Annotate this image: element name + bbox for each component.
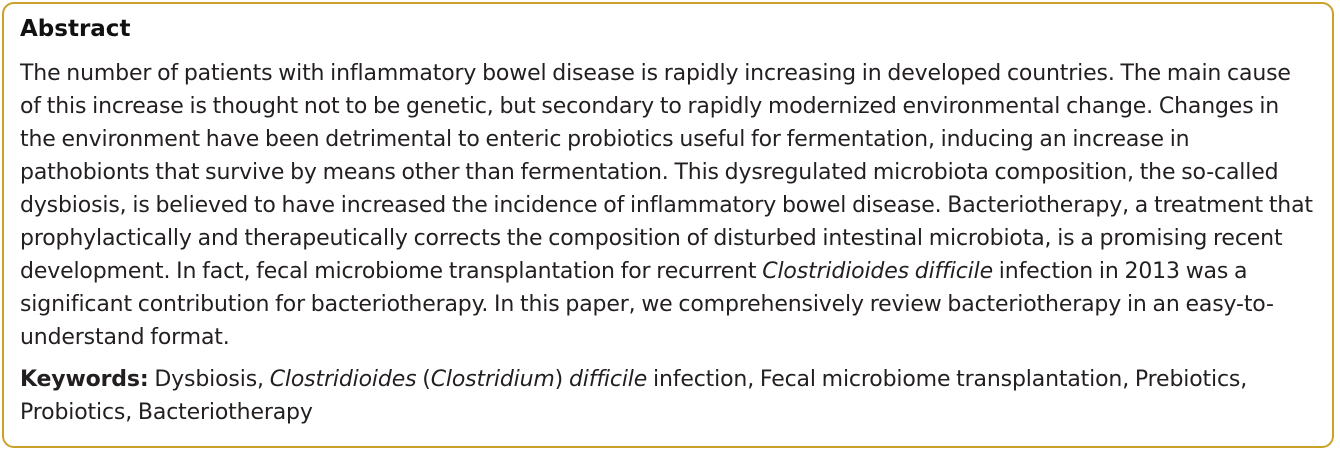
abstract-body: The number of patients with inflammatory… xyxy=(20,57,1316,354)
keywords-line: Keywords: Dysbiosis, Clostridioides (Clo… xyxy=(20,363,1316,429)
keywords-text-part2: ( xyxy=(416,367,431,392)
keywords-label: Keywords: xyxy=(20,367,149,392)
abstract-text-part2: infection in 2013 was a significant cont… xyxy=(20,259,1274,350)
keywords-italic-species: difficile xyxy=(568,367,648,392)
keywords-text-part1: Dysbiosis, xyxy=(148,367,270,392)
keywords-italic-old-genus: Clostridium xyxy=(430,367,555,392)
abstract-heading: Abstract xyxy=(20,16,131,42)
keywords-italic-genus: Clostridioides xyxy=(269,367,417,392)
abstract-text-part1: The number of patients with inflammatory… xyxy=(20,61,1313,284)
keywords-text-part3: ) xyxy=(554,367,569,392)
keywords-text-part4: infection, Fecal microbiome transplantat… xyxy=(20,367,1248,425)
abstract-panel: Abstract The number of patients with inf… xyxy=(2,2,1334,448)
abstract-text-species: Clostridioides difficile xyxy=(762,259,993,284)
